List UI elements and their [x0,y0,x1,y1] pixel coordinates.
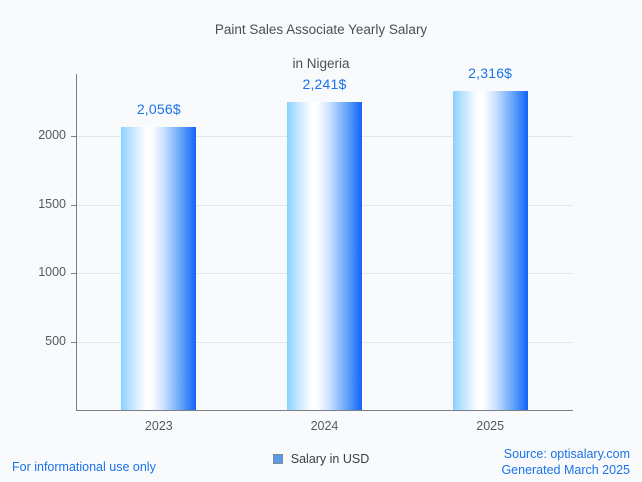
chart-legend: Salary in USD [0,452,642,466]
y-axis-tick-mark [71,135,76,137]
x-axis-tick-label: 2024 [310,419,339,433]
chart-title-line-2: in Nigeria [292,56,350,71]
y-axis-tick-mark [71,273,76,275]
bar[interactable] [287,101,362,410]
x-axis-tick-label: 2023 [144,419,173,433]
y-axis-line [76,74,77,411]
source-line: Source: optisalary.com [503,447,630,461]
x-axis-tick-label: 2025 [476,419,505,433]
legend-swatch-icon [272,454,283,464]
bar-value-label: 2,056$ [136,101,181,118]
source-note: Source: optisalary.com Generated March 2… [501,446,630,478]
y-axis-tick-label: 2000 [38,127,66,142]
legend-item-label: Salary in USD [290,452,370,466]
chart-title: Paint Sales Associate Yearly Salary in N… [0,4,642,89]
generated-line: Generated March 2025 [501,463,630,477]
plot-area: 500 1000 1500 2000 2023 2024 2025 [38,74,573,433]
y-axis-tick-label: 1000 [38,265,66,280]
y-axis-tick-label: 500 [45,334,66,349]
chart-title-line-1: Paint Sales Associate Yearly Salary [214,22,428,37]
informational-note: For informational use only [12,460,156,474]
bar[interactable] [121,127,197,410]
y-axis-tick-mark [71,342,76,344]
bar[interactable] [452,91,528,410]
y-axis-tick-mark [71,204,76,206]
bar-value-label: 2,241$ [302,75,347,92]
y-axis-tick-label: 1500 [38,196,66,211]
bar-value-label: 2,316$ [468,65,513,82]
x-axis-line [76,410,573,411]
